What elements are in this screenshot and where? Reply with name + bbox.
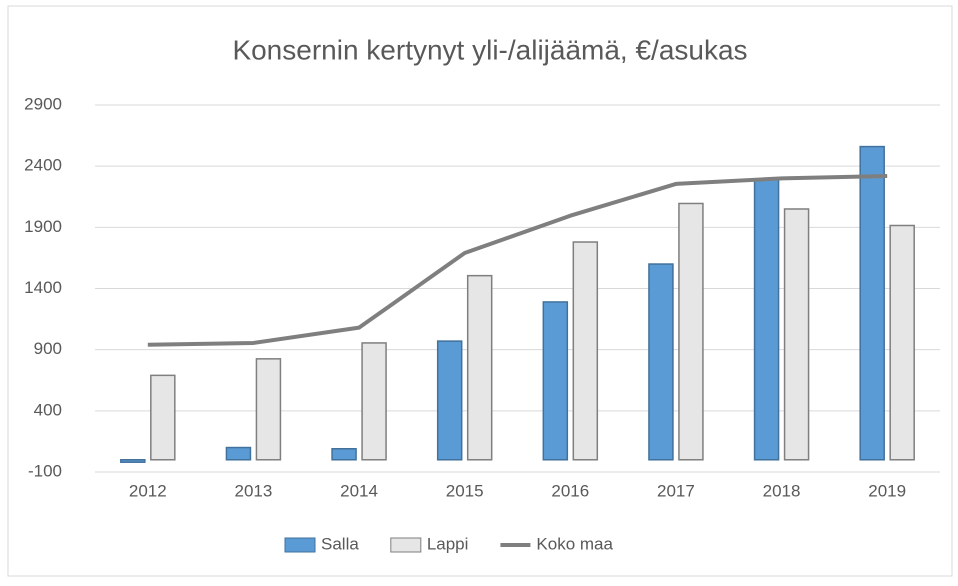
chart-title: Konsernin kertynyt yli-/alijäämä, €/asuk…: [232, 34, 747, 65]
bar: [150, 374, 176, 461]
legend-label: Salla: [321, 534, 359, 553]
bar: [331, 448, 357, 461]
bar: [255, 358, 282, 461]
bar: [120, 459, 146, 463]
y-tick-label: 1400: [24, 278, 62, 297]
legend-label: Koko maa: [536, 534, 613, 553]
bar: [572, 241, 599, 461]
x-tick-label: 2013: [235, 481, 273, 500]
x-tick-label: 2016: [551, 481, 589, 500]
bar: [361, 342, 387, 461]
bar: [436, 340, 463, 461]
bar: [889, 224, 915, 461]
x-tick-label: 2017: [657, 481, 695, 500]
x-tick-label: 2012: [129, 481, 167, 500]
x-tick-label: 2019: [868, 481, 906, 500]
x-tick-label: 2014: [340, 481, 378, 500]
bar: [678, 202, 704, 461]
bar: [859, 145, 885, 461]
legend-swatch: [284, 537, 316, 553]
y-tick-label: 2400: [24, 156, 62, 175]
y-tick-label: 1900: [24, 217, 62, 236]
x-tick-label: 2018: [763, 481, 801, 500]
line-series: [147, 173, 888, 347]
legend-swatch: [390, 537, 422, 553]
x-tick-label: 2015: [446, 481, 484, 500]
bar: [783, 208, 810, 461]
bar: [753, 178, 780, 461]
legend-label: Lappi: [427, 534, 469, 553]
y-tick-label: -100: [28, 461, 62, 480]
bar: [648, 263, 674, 461]
bar: [225, 446, 252, 461]
y-tick-label: 900: [34, 339, 62, 358]
bar: [542, 301, 569, 461]
y-tick-label: 2900: [24, 94, 62, 113]
bar: [466, 274, 493, 461]
y-tick-label: 400: [34, 400, 62, 419]
